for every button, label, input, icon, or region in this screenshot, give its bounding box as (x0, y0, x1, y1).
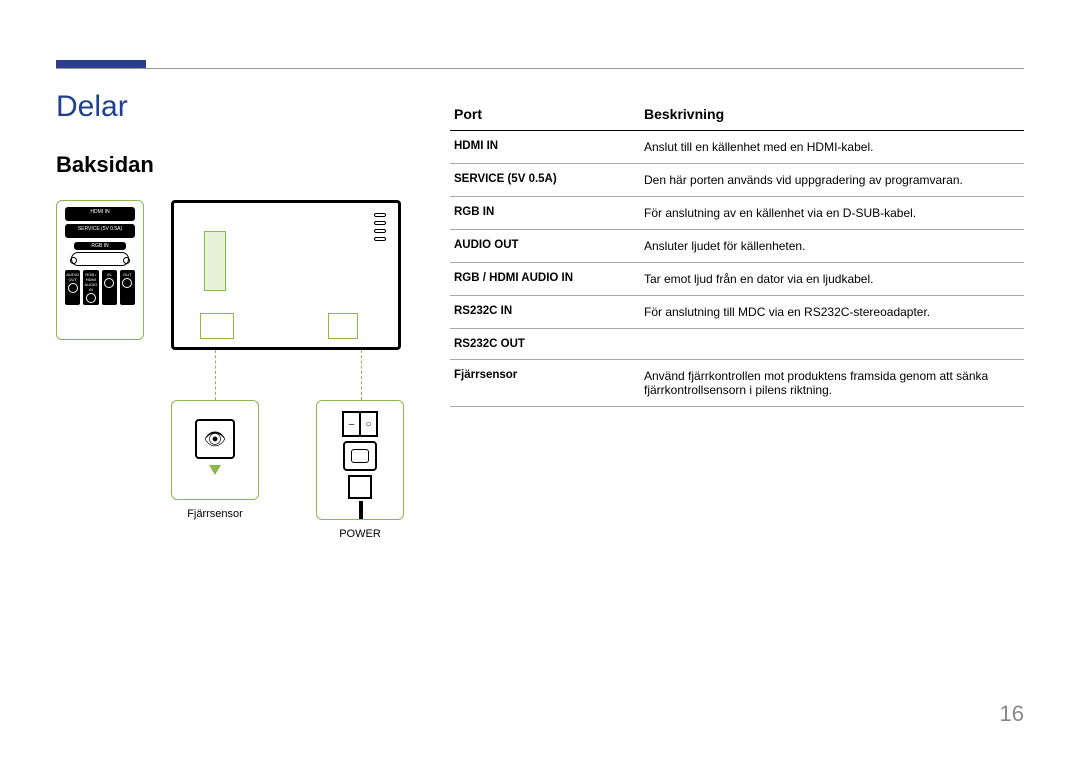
sub-heading: Baksidan (56, 152, 426, 178)
table-row: Fjärrsensor Använd fjärrkontrollen mot p… (450, 360, 1024, 407)
port-cell: HDMI IN (450, 131, 640, 164)
port-label-rgb: RGB IN (74, 242, 126, 250)
monitor-rear-diagram (171, 200, 401, 350)
table-row: AUDIO OUT Ansluter ljudet för källenhete… (450, 230, 1024, 263)
port-label-rs-in: IN (102, 270, 117, 305)
page-number: 16 (1000, 701, 1024, 727)
desc-cell: Ansluter ljudet för källenheten. (640, 230, 1024, 263)
port-label-service: SERVICE (5V 0.5A) (65, 224, 135, 238)
table-row: HDMI IN Anslut till en källenhet med en … (450, 131, 1024, 164)
desc-cell: För anslutning till MDC via en RS232C-st… (640, 296, 1024, 329)
table-header-port: Port (450, 100, 640, 131)
port-cell: SERVICE (5V 0.5A) (450, 164, 640, 197)
port-label-rs-out: OUT (120, 270, 135, 305)
left-column: Delar Baksidan HDMI IN SERVICE (5V 0.5A)… (56, 90, 426, 198)
desc-cell: Använd fjärrkontrollen mot produktens fr… (640, 360, 1024, 407)
main-heading: Delar (56, 90, 426, 124)
remote-sensor-icon: 👁 (195, 419, 235, 459)
port-cell: RGB / HDMI AUDIO IN (450, 263, 640, 296)
port-label-audio-in: RGB / HDMI AUDIO IN (83, 270, 98, 305)
ports-table: Port Beskrivning HDMI IN Anslut till en … (450, 100, 1024, 407)
right-column: Port Beskrivning HDMI IN Anslut till en … (450, 100, 1024, 407)
power-switch-icon: –○ (342, 411, 378, 437)
table-row: SERVICE (5V 0.5A) Den här porten används… (450, 164, 1024, 197)
port-label-hdmi: HDMI IN (65, 207, 135, 221)
monitor-power-highlight (328, 313, 358, 339)
down-arrow-icon (209, 465, 221, 475)
table-header-desc: Beskrivning (640, 100, 1024, 131)
port-cell: AUDIO OUT (450, 230, 640, 263)
monitor-sensor-highlight (200, 313, 234, 339)
port-cell: RS232C IN (450, 296, 640, 329)
header-accent-bar (56, 60, 146, 68)
desc-cell (640, 329, 1024, 360)
callout-connector-line-2 (361, 350, 362, 400)
audio-jack-row: AUDIO OUT RGB / HDMI AUDIO IN IN OUT (65, 270, 135, 305)
desc-cell: Tar emot ljud från en dator via en ljudk… (640, 263, 1024, 296)
header-rule (56, 68, 1024, 69)
sensor-caption: Fjärrsensor (171, 508, 259, 520)
vga-connector-icon (71, 252, 129, 266)
sensor-callout: 👁 (171, 400, 259, 500)
power-caption: POWER (316, 528, 404, 540)
callout-connector-line-1 (215, 350, 216, 400)
power-plug-icon (348, 475, 372, 499)
monitor-port-panel-highlight (204, 231, 226, 291)
table-row: RS232C OUT (450, 329, 1024, 360)
port-cell: RS232C OUT (450, 329, 640, 360)
port-cell: Fjärrsensor (450, 360, 640, 407)
port-cell: RGB IN (450, 197, 640, 230)
port-legend-panel: HDMI IN SERVICE (5V 0.5A) RGB IN AUDIO O… (56, 200, 144, 340)
desc-cell: Anslut till en källenhet med en HDMI-kab… (640, 131, 1024, 164)
power-callout: –○ (316, 400, 404, 520)
table-row: RS232C IN För anslutning till MDC via en… (450, 296, 1024, 329)
table-row: RGB IN För anslutning av en källenhet vi… (450, 197, 1024, 230)
port-label-audio-out: AUDIO OUT (65, 270, 80, 305)
desc-cell: Den här porten används vid uppgradering … (640, 164, 1024, 197)
ac-socket-icon (343, 441, 377, 471)
table-row: RGB / HDMI AUDIO IN Tar emot ljud från e… (450, 263, 1024, 296)
desc-cell: För anslutning av en källenhet via en D-… (640, 197, 1024, 230)
monitor-vent-icon (374, 213, 386, 241)
